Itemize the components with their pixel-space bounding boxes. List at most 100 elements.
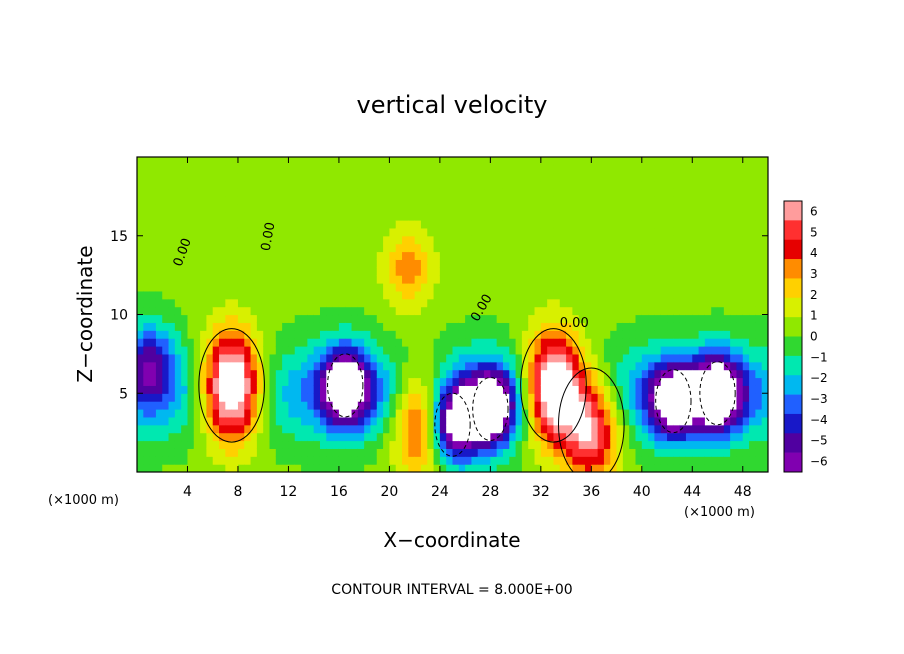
heat-cell xyxy=(282,196,290,205)
heat-cell xyxy=(685,416,693,426)
heat-cell xyxy=(162,409,170,418)
heat-cell xyxy=(465,306,473,316)
heat-cell xyxy=(490,283,498,292)
heat-cell xyxy=(673,448,681,457)
heat-cell xyxy=(660,227,668,237)
heat-cell xyxy=(603,298,611,308)
heat-cell xyxy=(256,267,264,276)
heat-cell xyxy=(420,314,428,323)
heat-cell xyxy=(648,212,656,221)
heat-cell xyxy=(155,243,163,253)
heat-cell xyxy=(610,212,618,221)
heat-cell xyxy=(622,157,630,166)
heat-cell xyxy=(408,235,416,245)
heat-cell xyxy=(704,212,712,221)
heat-cell xyxy=(187,196,195,205)
heat-cell xyxy=(395,346,403,355)
heat-cell xyxy=(749,243,756,253)
heat-cell xyxy=(635,235,643,245)
heat-cell xyxy=(515,164,523,174)
heat-cell xyxy=(660,346,668,355)
heat-cell xyxy=(200,322,208,331)
heat-cell xyxy=(389,243,397,253)
heat-cell xyxy=(370,448,378,457)
heat-cell xyxy=(282,393,290,402)
heat-cell xyxy=(193,243,201,253)
heat-cell xyxy=(275,401,283,410)
heat-cell xyxy=(749,275,756,284)
heat-cell xyxy=(585,424,592,434)
heat-cell xyxy=(174,188,182,197)
heat-cell xyxy=(263,456,271,465)
heat-cell xyxy=(414,322,422,331)
heat-cell xyxy=(610,172,618,182)
heat-cell xyxy=(433,172,441,182)
heat-cell xyxy=(502,275,510,284)
heat-cell xyxy=(326,464,334,472)
heat-cell xyxy=(540,456,548,465)
heat-cell xyxy=(496,314,504,323)
heat-cell xyxy=(704,172,712,182)
heat-cell xyxy=(200,212,208,221)
heat-cell xyxy=(502,180,510,190)
heat-cell xyxy=(376,283,384,292)
heat-cell xyxy=(168,306,176,316)
heat-cell xyxy=(509,267,517,276)
heat-cell xyxy=(730,338,738,347)
heat-cell xyxy=(559,275,567,284)
heat-cell xyxy=(206,275,214,284)
heat-cell xyxy=(420,416,428,426)
heat-cell xyxy=(717,424,725,434)
heat-cell xyxy=(326,204,334,213)
heat-cell xyxy=(313,322,321,331)
heat-cell xyxy=(711,377,719,386)
heat-cell xyxy=(667,369,674,379)
heat-cell xyxy=(313,416,321,426)
heat-cell xyxy=(484,361,491,371)
heat-cell xyxy=(395,416,403,426)
heat-cell xyxy=(471,440,479,449)
heat-cell xyxy=(244,227,252,237)
heat-cell xyxy=(376,322,384,331)
heat-cell xyxy=(553,440,561,449)
heat-cell xyxy=(673,377,681,386)
heat-cell xyxy=(174,330,182,339)
heat-cell xyxy=(711,306,719,316)
heat-cell xyxy=(742,251,750,260)
heat-cell xyxy=(553,432,561,442)
heat-cell xyxy=(162,464,170,472)
heat-cell xyxy=(502,448,510,457)
heat-cell xyxy=(143,188,151,197)
heat-cell xyxy=(471,172,479,182)
heat-cell xyxy=(319,369,327,379)
heat-cell xyxy=(749,361,756,371)
heat-cell xyxy=(326,188,334,197)
heat-cell xyxy=(585,440,592,449)
heat-cell xyxy=(679,464,687,472)
heat-cell xyxy=(578,220,586,229)
heat-cell xyxy=(420,432,428,442)
heat-cell xyxy=(162,346,170,355)
heat-cell xyxy=(288,456,296,465)
heat-cell xyxy=(269,243,277,253)
heat-cell xyxy=(622,243,630,253)
heat-cell xyxy=(370,432,378,442)
heat-cell xyxy=(402,432,409,442)
heat-cell xyxy=(357,401,365,410)
heat-cell xyxy=(187,353,195,363)
heat-cell xyxy=(338,440,346,449)
heat-cell xyxy=(717,440,725,449)
heat-cell xyxy=(193,220,201,229)
heat-cell xyxy=(231,188,239,197)
heat-cell xyxy=(414,456,422,465)
heat-cell xyxy=(578,346,586,355)
heat-cell xyxy=(263,180,271,190)
heat-cell xyxy=(168,377,176,386)
heat-cell xyxy=(553,251,561,260)
heat-cell xyxy=(635,196,643,205)
heat-cell xyxy=(263,267,271,276)
heat-cell xyxy=(168,330,176,339)
heat-cell xyxy=(559,251,567,260)
heat-cell xyxy=(622,416,630,426)
heat-cell xyxy=(496,164,504,174)
